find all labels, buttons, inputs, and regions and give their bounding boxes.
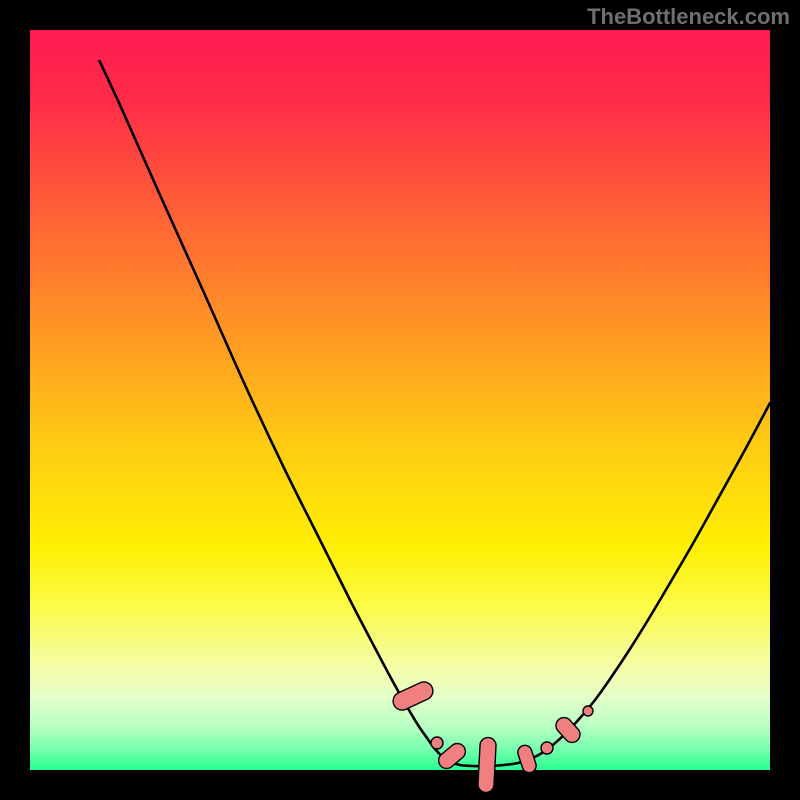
curve-node (431, 737, 443, 749)
bottleneck-chart-svg (0, 0, 800, 800)
curve-node (541, 742, 553, 754)
chart-stage: TheBottleneck.com (0, 0, 800, 800)
curve-node (583, 706, 593, 716)
curve-node (478, 737, 497, 793)
plot-background-gradient (30, 30, 770, 770)
